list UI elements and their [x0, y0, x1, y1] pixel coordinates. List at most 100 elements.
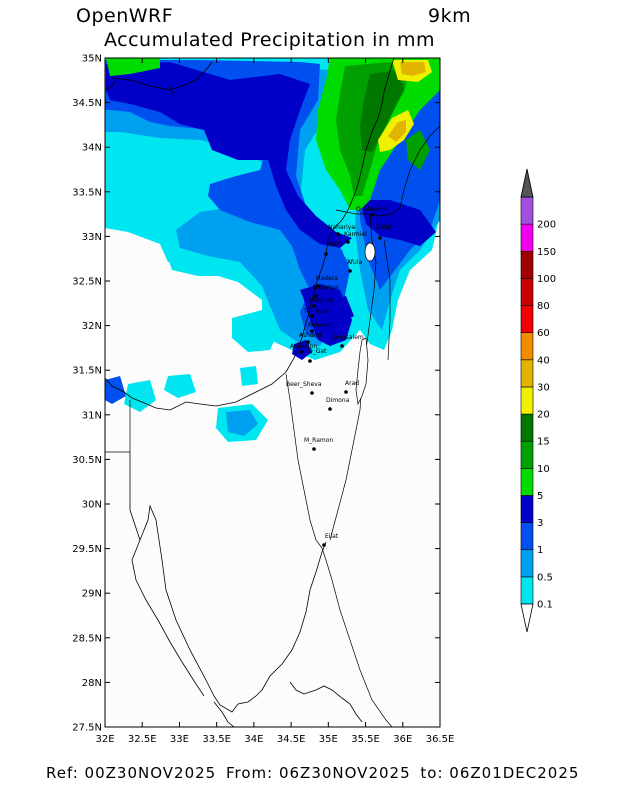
colorbar-swatch	[520, 332, 534, 361]
precip-0.1-area	[124, 380, 156, 412]
lat-tick-label: 30N	[82, 500, 102, 511]
city-dot	[344, 390, 348, 394]
lat-tick-label: 31.5N	[72, 366, 102, 377]
precip-5-area	[106, 58, 160, 76]
lon-tick-label: 34.5E	[277, 734, 306, 745]
colorbar-label: 200	[537, 220, 556, 231]
lon-tick-label: 35E	[319, 734, 338, 745]
city-label: Q_Gat	[308, 348, 327, 355]
city-label: Arad	[345, 380, 359, 387]
city-label: Eilat	[325, 533, 339, 540]
precip-30-area	[400, 62, 426, 76]
lon-tick-label: 32.5E	[128, 734, 157, 745]
colorbar-label: 150	[537, 247, 556, 258]
to-time: to: 06Z01DEC2025	[420, 764, 580, 782]
city-dot	[310, 314, 314, 318]
lat-tick-label: 30.5N	[72, 455, 102, 466]
model-name: OpenWRF	[76, 5, 174, 27]
city-dot	[348, 269, 352, 273]
colorbar-label: 40	[537, 355, 550, 366]
longitude-axis: 32E 32.5E 33E 33.5E 34E 34.5E 35E 35.5E 36E 36.5E	[95, 58, 454, 745]
precipitation-field	[105, 58, 440, 727]
city-dot	[310, 391, 314, 395]
colorbar-swatch	[520, 359, 534, 388]
lat-tick-label: 27.5N	[72, 723, 102, 734]
lat-tick-label: 34.5N	[72, 98, 102, 109]
precip-3-area	[106, 62, 352, 248]
city-label: Dimona	[326, 397, 350, 404]
lon-tick-label: 36E	[393, 734, 412, 745]
coastline	[105, 58, 395, 411]
precip-0.1-area	[168, 254, 240, 276]
precip-3-area	[360, 200, 436, 246]
from-time: From: 06Z30NOV2025	[225, 764, 411, 782]
lat-tick-label: 28N	[82, 678, 102, 689]
resolution-label: 9km	[428, 5, 472, 27]
lon-tick-label: 34E	[244, 734, 263, 745]
lat-tick-label: 32N	[82, 321, 102, 332]
colorbar-swatch	[520, 468, 534, 496]
precip-30-area	[388, 120, 406, 142]
latitude-axis: 35N 34.5N 34N 33.5N 33N 32.5N 32N 31.5N 31N 30.5N…	[72, 54, 440, 734]
city-dot	[336, 232, 340, 236]
colorbar-label: 80	[537, 301, 550, 312]
city-dot	[322, 543, 326, 547]
colorbar-swatch	[520, 250, 534, 279]
colorbar-label: 0.5	[537, 572, 553, 583]
lon-tick-label: 36.5E	[426, 734, 455, 745]
lat-tick-label: 32.5N	[72, 277, 102, 288]
city-dot	[312, 304, 316, 308]
city-dot	[300, 350, 304, 354]
city-label: Tel_Aviv	[303, 308, 328, 315]
city-label: Ashdod	[299, 332, 322, 339]
city-label: Nahariya	[328, 224, 355, 231]
city-dot	[314, 294, 318, 298]
city-label: Q_Shmona	[356, 206, 389, 213]
precip-10-area	[406, 130, 430, 170]
city-label: Rehovot	[308, 322, 333, 329]
colorbar-label: 30	[537, 382, 550, 393]
precip-0.1-area	[164, 374, 196, 398]
city-dot	[308, 359, 312, 363]
city-label: Karmiel	[344, 231, 367, 238]
lon-tick-label: 32E	[95, 734, 114, 745]
colorbar-label: 100	[537, 274, 556, 285]
colorbar-label: 3	[537, 518, 543, 529]
dead-sea	[355, 337, 369, 406]
ref-time: Ref: 00Z30NOV2025	[46, 764, 217, 782]
lat-tick-label: 29N	[82, 589, 102, 600]
city-dot	[324, 252, 328, 256]
precip-3-area	[330, 296, 354, 324]
colorbar-label: 5	[537, 491, 543, 502]
colorbar-high-cap	[520, 168, 534, 198]
colorbar-label: 10	[537, 464, 550, 475]
city-label: Haifa	[327, 241, 343, 248]
city-dot	[310, 329, 314, 333]
city-dot	[370, 213, 374, 217]
city-label: Afula	[347, 259, 362, 266]
city-dot	[328, 407, 332, 411]
lat-tick-label: 34N	[82, 143, 102, 154]
city-dot	[306, 340, 310, 344]
colorbar-swatch	[520, 413, 534, 442]
colorbar-swatch	[520, 522, 534, 551]
colorbar-label: 60	[537, 328, 550, 339]
colorbar-swatch	[520, 386, 534, 415]
lon-tick-label: 33E	[170, 734, 189, 745]
city-label: Zefat	[376, 224, 393, 231]
colorbar-label: 15	[537, 437, 550, 448]
city-label: Ashkelon	[290, 343, 317, 350]
lat-tick-label: 35N	[82, 54, 102, 65]
precip-0.1-area	[240, 366, 258, 386]
lat-tick-label: 33N	[82, 232, 102, 243]
colorbar-swatch	[520, 495, 534, 523]
city-dot	[312, 447, 316, 451]
sinai-coast	[129, 452, 363, 727]
lat-tick-label: 29.5N	[72, 544, 102, 555]
precip-3-area	[292, 340, 312, 360]
lon-tick-label: 33.5E	[202, 734, 231, 745]
lat-tick-label: 28.5N	[72, 633, 102, 644]
colorbar-low-cap	[520, 603, 534, 633]
